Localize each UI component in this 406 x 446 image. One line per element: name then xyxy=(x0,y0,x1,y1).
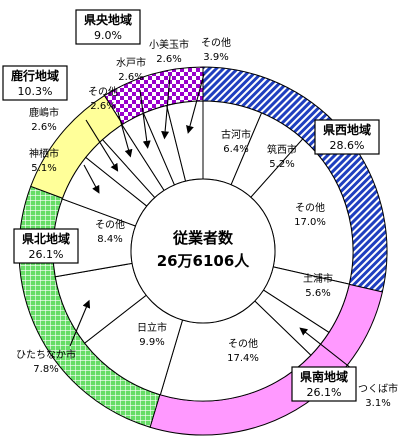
city-percent: 2.6% xyxy=(90,101,115,112)
city-name: その他 xyxy=(295,201,325,214)
region-label-box xyxy=(2,65,68,101)
label-arrow-1 xyxy=(69,299,91,347)
region-name: 鹿行地域 xyxy=(11,68,59,83)
region-label-1: 県南地域 26.1% xyxy=(291,366,357,402)
label-arrow-0 xyxy=(299,327,357,373)
region-label-box xyxy=(75,9,141,45)
outer-ring xyxy=(18,66,388,436)
region-label-0: 県西地域 28.6% xyxy=(314,119,380,155)
city-percent: 6.4% xyxy=(223,144,248,155)
region-name: 県西地域 xyxy=(323,122,371,137)
region-name: 県央地域 xyxy=(84,12,132,27)
city-name: 神栖市 xyxy=(29,147,59,160)
region-label-4: 県央地域 9.0% xyxy=(75,9,141,45)
region-label-2: 県北地域 26.1% xyxy=(13,228,79,264)
region-name: 県南地域 xyxy=(300,369,348,384)
slice-labels: 県西地域 28.6% 県南地域 26.1% 県北地域 26.1% 鹿行地域 10.3% 県央地域… xyxy=(2,9,398,409)
city-name: その他 xyxy=(201,36,231,49)
label-arrow-3 xyxy=(85,119,119,172)
region-percent: 26.1% xyxy=(307,386,342,399)
city-label-1: 筑西市 5.2% xyxy=(267,143,297,170)
center-label-line2: 26万6106人 xyxy=(157,252,251,270)
region-label-3: 鹿行地域 10.3% xyxy=(2,65,68,101)
city-percent: 17.0% xyxy=(294,217,326,228)
city-name: その他 xyxy=(88,85,118,98)
city-label-0: 古河市 6.4% xyxy=(221,128,251,155)
region-label-box xyxy=(13,228,79,264)
city-name: 鹿嶋市 xyxy=(29,106,59,119)
center-label-line1: 従業者数 xyxy=(172,229,234,247)
city-name: その他 xyxy=(228,337,258,350)
city-label-9: 神栖市 5.1% xyxy=(29,147,59,174)
city-name: 古河市 xyxy=(221,128,251,141)
city-label-7: ひたちなか市 7.8% xyxy=(16,348,76,375)
region-name: 県北地域 xyxy=(22,231,70,246)
city-name: その他 xyxy=(95,218,125,231)
city-percent: 2.6% xyxy=(156,54,181,65)
city-name: ひたちなか市 xyxy=(16,348,76,361)
city-percent: 7.8% xyxy=(33,364,58,375)
city-label-14: その他 3.9% xyxy=(201,36,231,63)
city-label-3: 土浦市 5.6% xyxy=(303,272,333,299)
city-percent: 5.1% xyxy=(31,163,56,174)
label-arrow-6 xyxy=(161,75,171,140)
donut-hole xyxy=(130,178,276,324)
label-arrow-4 xyxy=(117,111,133,158)
city-name: 筑西市 xyxy=(267,143,297,156)
city-percent: 2.6% xyxy=(31,122,56,133)
region-percent: 10.3% xyxy=(18,85,53,98)
city-name: 水戸市 xyxy=(116,56,146,69)
city-percent: 3.9% xyxy=(203,52,228,63)
region-percent: 28.6% xyxy=(330,139,365,152)
city-name: つくば市 xyxy=(358,382,398,395)
label-arrow-5 xyxy=(139,89,151,149)
city-name: 土浦市 xyxy=(303,272,333,285)
city-label-12: 水戸市 2.6% xyxy=(116,56,146,83)
city-percent: 17.4% xyxy=(227,353,259,364)
label-arrow-7 xyxy=(186,73,205,134)
city-percent: 5.6% xyxy=(305,288,330,299)
city-label-13: 小美玉市 2.6% xyxy=(149,38,189,65)
city-percent: 5.2% xyxy=(269,159,294,170)
city-percent: 2.6% xyxy=(118,72,143,83)
region-label-box xyxy=(314,119,380,155)
city-label-6: 日立市 9.9% xyxy=(137,321,167,348)
city-label-5: その他 17.4% xyxy=(227,337,259,364)
city-percent: 3.1% xyxy=(365,398,390,409)
city-percent: 9.9% xyxy=(139,337,164,348)
region-percent: 9.0% xyxy=(94,29,122,42)
city-label-8: その他 8.4% xyxy=(95,218,125,245)
city-label-11: その他 2.6% xyxy=(88,85,118,112)
city-label-2: その他 17.0% xyxy=(294,201,326,228)
city-percent: 8.4% xyxy=(97,234,122,245)
label-arrows xyxy=(69,73,357,373)
region-percent: 26.1% xyxy=(29,248,64,261)
city-label-4: つくば市 3.1% xyxy=(358,382,398,409)
label-arrow-2 xyxy=(83,164,100,194)
region-label-box xyxy=(291,366,357,402)
city-name: 小美玉市 xyxy=(149,38,189,51)
city-name: 日立市 xyxy=(137,321,167,334)
city-label-10: 鹿嶋市 2.6% xyxy=(29,106,59,133)
